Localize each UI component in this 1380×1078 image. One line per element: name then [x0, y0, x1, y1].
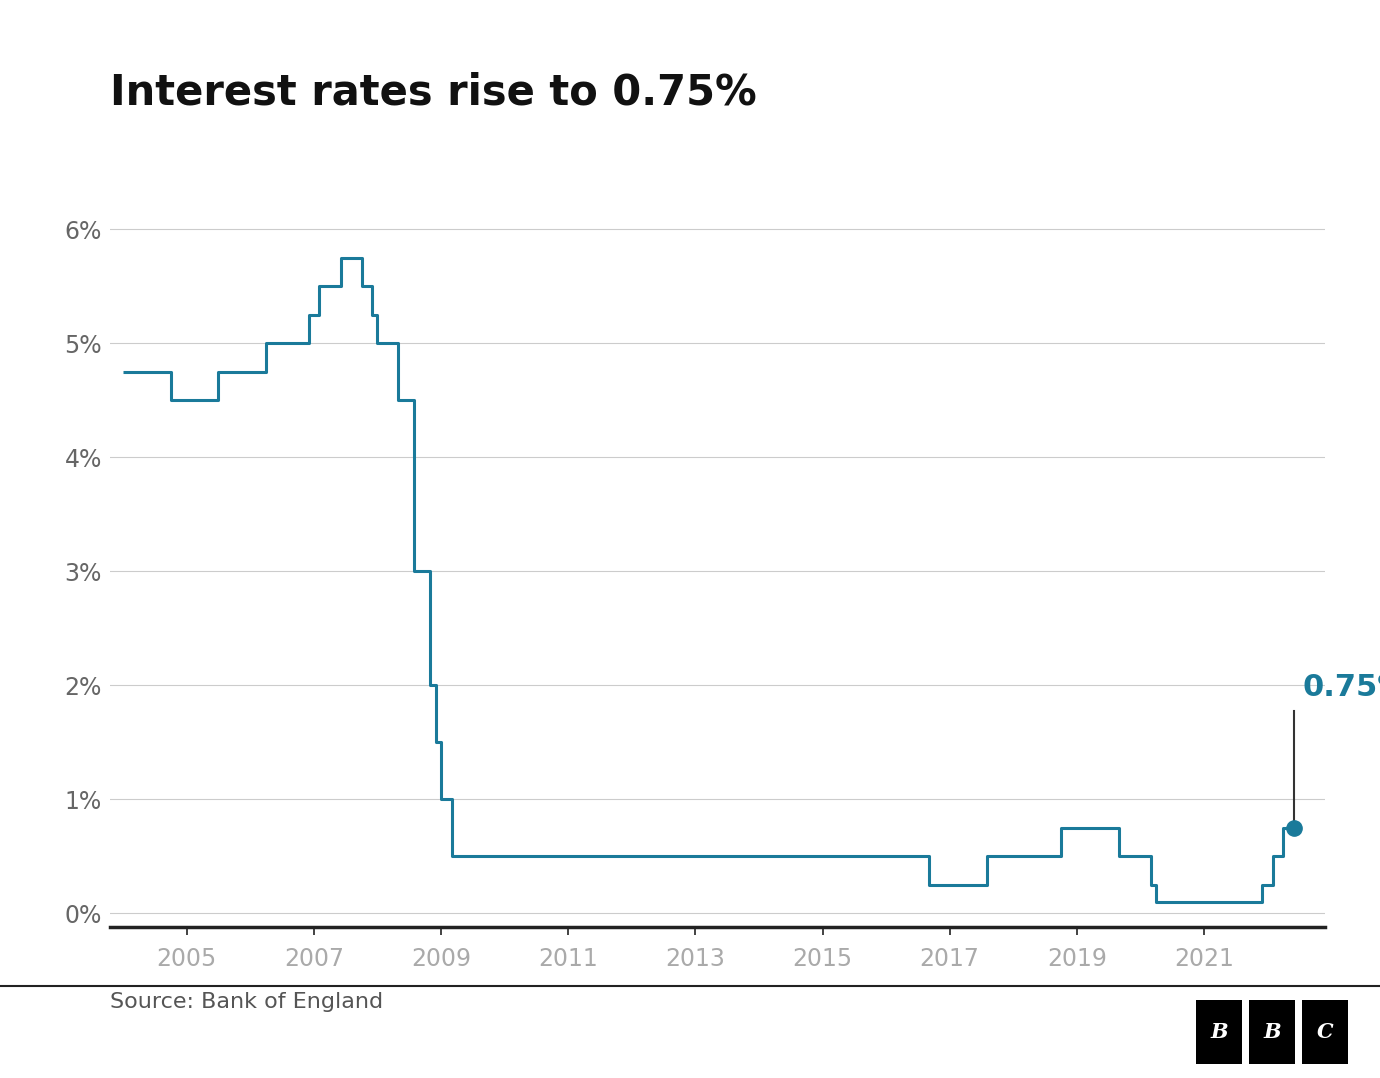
Text: C: C: [1317, 1022, 1333, 1042]
Text: B: B: [1263, 1022, 1281, 1042]
Text: Source: Bank of England: Source: Bank of England: [110, 992, 384, 1012]
Bar: [1249, 1000, 1296, 1064]
Bar: [1196, 1000, 1242, 1064]
Text: 0.75%: 0.75%: [1303, 673, 1380, 702]
Bar: [1301, 1000, 1348, 1064]
Text: Interest rates rise to 0.75%: Interest rates rise to 0.75%: [110, 71, 758, 113]
Text: B: B: [1210, 1022, 1228, 1042]
